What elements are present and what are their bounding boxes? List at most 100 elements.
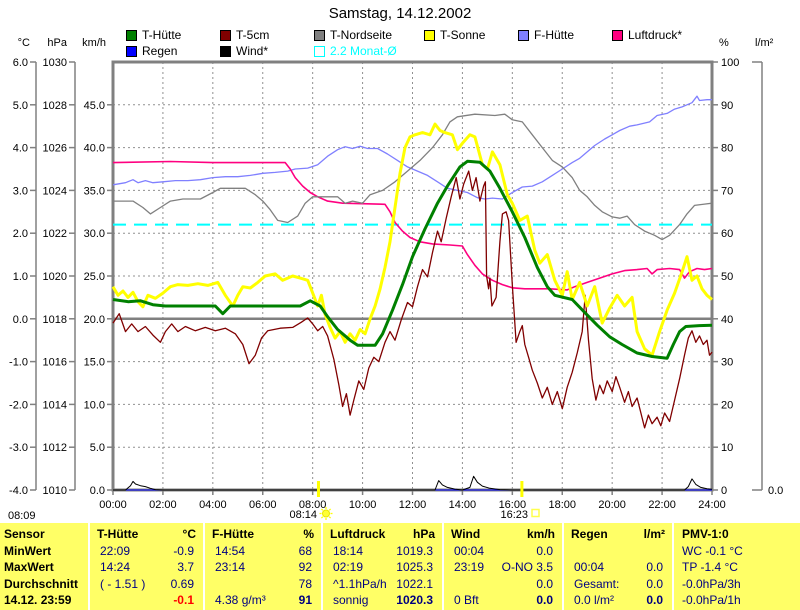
- y-axis-wind-tick-label: 30.0: [84, 228, 105, 240]
- legend-label-t-h-tte: T-Hütte: [142, 28, 182, 42]
- legend-swatch-t-sonne: [424, 29, 435, 41]
- table-header-name: F-Hütte: [212, 527, 254, 541]
- axis-unit-celsius: °C: [18, 37, 30, 49]
- x-axis-label: 12:00: [399, 499, 427, 511]
- page-title: Samstag, 14.12.2002: [328, 5, 472, 22]
- axis-unit-kmh: km/h: [82, 37, 106, 49]
- x-axis-label: 06:00: [249, 499, 277, 511]
- table-header-name: T-Hütte: [97, 527, 139, 541]
- y-axis-pressure-tick-label: 1018: [43, 314, 67, 326]
- legend-label-t-nordseite: T-Nordseite: [330, 28, 393, 42]
- table-cell-value: -0.1: [173, 593, 194, 607]
- table-column-pmv-1-0: PMV-1:0 WC -0.1 °C TP -1.4 °C -0.0hPa/3h -0.…: [672, 523, 800, 610]
- legend-item-t-h-tte: T-Hütte: [126, 29, 181, 41]
- legend-swatch-t-5cm: [220, 29, 231, 41]
- table-cell-wind-row3: 0.0: [444, 576, 562, 593]
- table-cell-value: 1020.3: [396, 593, 433, 607]
- x-axis-label: 00:00: [99, 499, 127, 511]
- legend-label-f-h-tte: F-Hütte: [534, 28, 575, 42]
- legend-label-wind: Wind*: [236, 44, 269, 58]
- y-axis-pressure-tick-label: 1030: [43, 57, 67, 69]
- table-cell-time: 18:14: [333, 543, 364, 558]
- y-axis-humidity-tick-label: 100: [721, 57, 739, 69]
- table-row-label: 14.12. 23:59: [4, 593, 72, 607]
- table-cell-time: 14:24: [100, 560, 131, 574]
- y-axis-pressure-tick-label: 1020: [43, 271, 67, 283]
- table-cell-regen-row3: Gesamt: 0.0: [564, 576, 672, 593]
- y-axis-pressure-tick-label: 1012: [43, 442, 67, 454]
- table-cell-regen-row1: [564, 543, 672, 560]
- table-cell-value: 0.0: [536, 593, 553, 607]
- corner-time-label: 08:09: [8, 510, 36, 522]
- table-cell-pmv-1-0-row1: WC -0.1 °C: [682, 543, 743, 558]
- table-cell-pmv-1-0-row2: TP -1.4 °C: [682, 560, 738, 574]
- table-cell-t-h-tte-row1: 22:09 -0.9: [90, 543, 203, 560]
- table-column-wind: Wind km/h 00:04 0.0 23:19 O-NO 3.5 0.0 0 Bft 0.0: [442, 523, 562, 610]
- table-header-t-h-tte: T-Hütte °C: [90, 526, 203, 543]
- y-axis-humidity-tick-label: 60: [721, 228, 733, 240]
- table-cell-value: 0.69: [170, 576, 194, 591]
- table-cell-time: 22:09: [100, 543, 131, 558]
- legend-item-wind: Wind*: [220, 45, 268, 57]
- table-cell-value: -0.9: [173, 543, 194, 558]
- stats-table: Sensor MinWert MaxWert Durchschnitt 14.12. 2…: [0, 523, 800, 610]
- y-axis-wind-tick-label: 35.0: [84, 185, 105, 197]
- table-cell-luftdruck-row1: 18:14 1019.3: [323, 543, 442, 560]
- table-cell-time: 23:19: [454, 560, 485, 574]
- table-cell-time: 00:04: [454, 543, 485, 558]
- table-cell-f-h-tte-row2: 23:14 92: [205, 559, 321, 576]
- y-axis-temp-tick-label: 3.0: [13, 185, 28, 197]
- axis-unit-hpa: hPa: [47, 37, 67, 49]
- table-cell-wind-row1: 00:04 0.0: [444, 543, 562, 560]
- legend-item-luftdruck: Luftdruck*: [612, 29, 682, 41]
- table-cell-wind-row4: 0 Bft 0.0: [444, 592, 562, 609]
- legend-label-2-2-monat: 2.2 Monat-Ø: [330, 44, 397, 58]
- table-cell-time: 14:54: [215, 543, 246, 558]
- y-axis-temp-tick-label: -2.0: [9, 399, 28, 411]
- table-cell-time: sonnig: [333, 593, 369, 607]
- y-axis-temp-tick-label: 5.0: [13, 100, 28, 112]
- y-axis-temp-tick-label: 0.0: [13, 314, 28, 326]
- series-line-f-h-tte: [112, 95, 712, 200]
- series-line-t-h-tte: [112, 159, 713, 360]
- legend-swatch-f-h-tte: [518, 29, 529, 41]
- x-axis-label: 10:00: [349, 499, 377, 511]
- y-axis-humidity-tick-label: 0: [721, 485, 727, 497]
- table-cell-time: 0.0 l/m²: [574, 593, 615, 607]
- table-header-unit: %: [303, 527, 314, 541]
- series-line-wind: [113, 475, 713, 491]
- y-axis-humidity-tick-label: 30: [721, 357, 733, 369]
- table-cell-luftdruck-row3: ^1.1hPa/h 1022.1: [323, 576, 442, 593]
- series-line-t-5cm: [112, 170, 713, 429]
- table-column-f-h-tte: F-Hütte% 14:54 68 23:14 92 78 4.38 g/m³ 91: [203, 523, 321, 610]
- table-cell-luftdruck-row2: 02:19 1025.3: [323, 559, 442, 576]
- table-header-f-h-tte: F-Hütte%: [205, 526, 321, 543]
- legend-item-t-nordseite: T-Nordseite: [314, 29, 392, 41]
- x-axis-label: 24:00: [698, 499, 726, 511]
- table-row-label: Sensor: [4, 527, 45, 541]
- table-header-unit: km/h: [526, 527, 555, 541]
- y-axis-humidity-tick-label: 80: [721, 143, 733, 155]
- table-header-wind: Wind km/h: [444, 526, 562, 543]
- table-cell-value: 0.0: [536, 576, 553, 591]
- y-axis-humidity-tick-label: 70: [721, 185, 733, 197]
- table-cell-value: 1022.1: [396, 576, 433, 591]
- legend-item-t-5cm: T-5cm: [220, 29, 269, 41]
- table-row-label: MinWert: [4, 543, 52, 558]
- table-cell-t-h-tte-row2: 14:24 3.7: [90, 559, 203, 576]
- weather-chart: 6.05.04.03.02.01.00.0-1.0-2.0-3.0-4.0103…: [8, 37, 783, 522]
- table-row-label: Durchschnitt: [4, 576, 79, 591]
- axes: 6.05.04.03.02.01.00.0-1.0-2.0-3.0-4.0103…: [9, 37, 783, 511]
- table-header-unit: l/m²: [643, 527, 665, 541]
- table-column-luftdruck: Luftdruck hPa 18:14 1019.3 02:19 1025.3 ^1.1hP…: [321, 523, 442, 610]
- table-cell-time: 00:04: [574, 560, 605, 574]
- table-cell-regen-row2: 00:04 0.0: [564, 559, 672, 576]
- y-axis-temp-tick-label: 4.0: [13, 143, 28, 155]
- y-axis-wind-tick-label: 15.0: [84, 357, 105, 369]
- y-axis-pressure-tick-label: 1024: [43, 185, 67, 197]
- table-cell-time: Gesamt:: [574, 576, 620, 591]
- y-axis-humidity-tick-label: 20: [721, 399, 733, 411]
- table-cell-value: 1019.3: [396, 543, 433, 558]
- y-axis-pressure-tick-label: 1014: [43, 399, 67, 411]
